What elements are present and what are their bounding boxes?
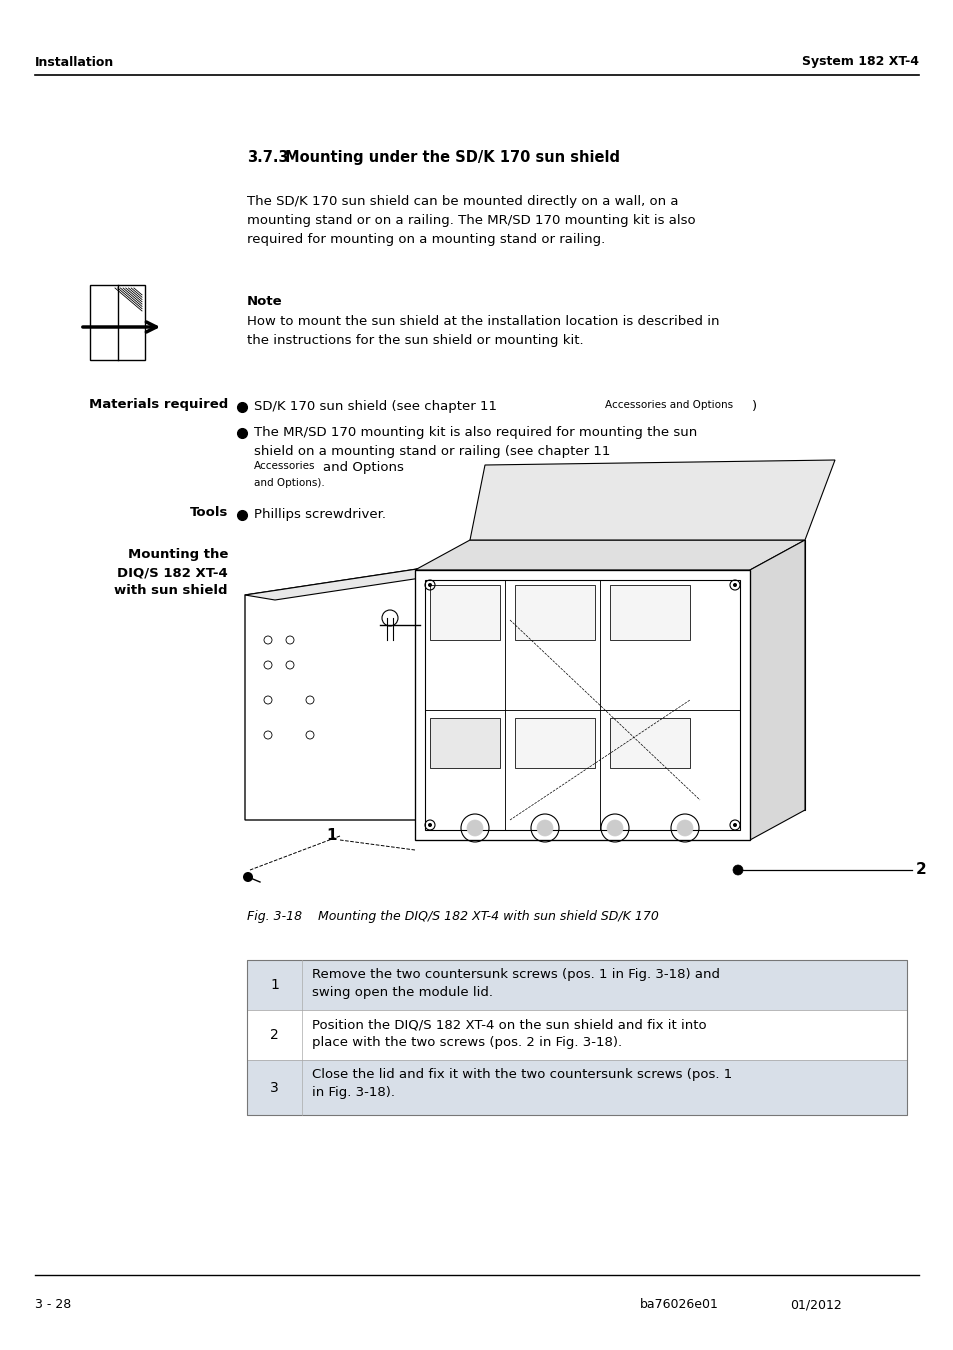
- Polygon shape: [470, 540, 804, 810]
- Text: How to mount the sun shield at the installation location is described in
the ins: How to mount the sun shield at the insta…: [247, 315, 719, 347]
- Text: Fig. 3-18: Fig. 3-18: [247, 910, 302, 923]
- Text: and Options: and Options: [323, 460, 403, 474]
- Text: 2: 2: [915, 863, 925, 878]
- Text: 01/2012: 01/2012: [789, 1299, 841, 1311]
- Circle shape: [428, 583, 432, 587]
- Circle shape: [537, 819, 553, 836]
- Text: ba76026e01: ba76026e01: [639, 1299, 719, 1311]
- Text: 1: 1: [270, 977, 278, 992]
- Text: 1: 1: [327, 829, 337, 844]
- Polygon shape: [415, 540, 804, 570]
- Text: Accessories and Options: Accessories and Options: [604, 400, 732, 410]
- FancyBboxPatch shape: [609, 718, 689, 768]
- Text: Accessories: Accessories: [253, 460, 315, 471]
- Text: with sun shield: with sun shield: [114, 585, 228, 597]
- Circle shape: [467, 819, 482, 836]
- Circle shape: [243, 872, 253, 882]
- Circle shape: [732, 865, 742, 875]
- Text: ): ): [751, 400, 757, 413]
- Text: Remove the two countersunk screws (pos. 1 in Fig. 3-18) and
swing open the modul: Remove the two countersunk screws (pos. …: [312, 968, 720, 999]
- FancyBboxPatch shape: [430, 718, 499, 768]
- FancyBboxPatch shape: [515, 718, 595, 768]
- FancyBboxPatch shape: [247, 1010, 906, 1060]
- FancyBboxPatch shape: [247, 960, 906, 1010]
- Text: The MR/SD 170 mounting kit is also required for mounting the sun
shield on a mou: The MR/SD 170 mounting kit is also requi…: [253, 427, 697, 458]
- Text: Note: Note: [247, 296, 282, 308]
- Circle shape: [732, 824, 737, 828]
- FancyBboxPatch shape: [515, 585, 595, 640]
- Text: Close the lid and fix it with the two countersunk screws (pos. 1
in Fig. 3-18).: Close the lid and fix it with the two co…: [312, 1068, 732, 1099]
- Text: Mounting under the SD/K 170 sun shield: Mounting under the SD/K 170 sun shield: [285, 150, 619, 165]
- Polygon shape: [245, 555, 539, 599]
- Text: Tools: Tools: [190, 506, 228, 518]
- FancyBboxPatch shape: [247, 1060, 906, 1115]
- Circle shape: [606, 819, 622, 836]
- Text: and Options).: and Options).: [253, 478, 324, 487]
- Polygon shape: [245, 555, 510, 819]
- Polygon shape: [470, 460, 834, 540]
- Text: Position the DIQ/S 182 XT-4 on the sun shield and fix it into
place with the two: Position the DIQ/S 182 XT-4 on the sun s…: [312, 1018, 706, 1049]
- Text: DIQ/S 182 XT-4: DIQ/S 182 XT-4: [117, 566, 228, 579]
- FancyBboxPatch shape: [90, 285, 145, 360]
- Text: Mounting the DIQ/S 182 XT-4 with sun shield SD/K 170: Mounting the DIQ/S 182 XT-4 with sun shi…: [310, 910, 659, 923]
- FancyBboxPatch shape: [609, 585, 689, 640]
- Text: Mounting the: Mounting the: [128, 548, 228, 562]
- Text: 2: 2: [270, 1027, 278, 1042]
- Text: 3: 3: [270, 1080, 278, 1095]
- Text: System 182 XT-4: System 182 XT-4: [801, 55, 918, 69]
- Text: SD/K 170 sun shield (see chapter 11: SD/K 170 sun shield (see chapter 11: [253, 400, 500, 413]
- Polygon shape: [415, 570, 749, 840]
- Text: Phillips screwdriver.: Phillips screwdriver.: [253, 508, 386, 521]
- FancyBboxPatch shape: [430, 585, 499, 640]
- Polygon shape: [749, 540, 804, 840]
- Circle shape: [732, 583, 737, 587]
- Text: Installation: Installation: [35, 55, 114, 69]
- Text: Materials required: Materials required: [89, 398, 228, 410]
- Text: 3 - 28: 3 - 28: [35, 1299, 71, 1311]
- Text: The SD/K 170 sun shield can be mounted directly on a wall, on a
mounting stand o: The SD/K 170 sun shield can be mounted d…: [247, 194, 695, 246]
- Circle shape: [677, 819, 692, 836]
- Text: 3.7.3: 3.7.3: [247, 150, 289, 165]
- Circle shape: [428, 824, 432, 828]
